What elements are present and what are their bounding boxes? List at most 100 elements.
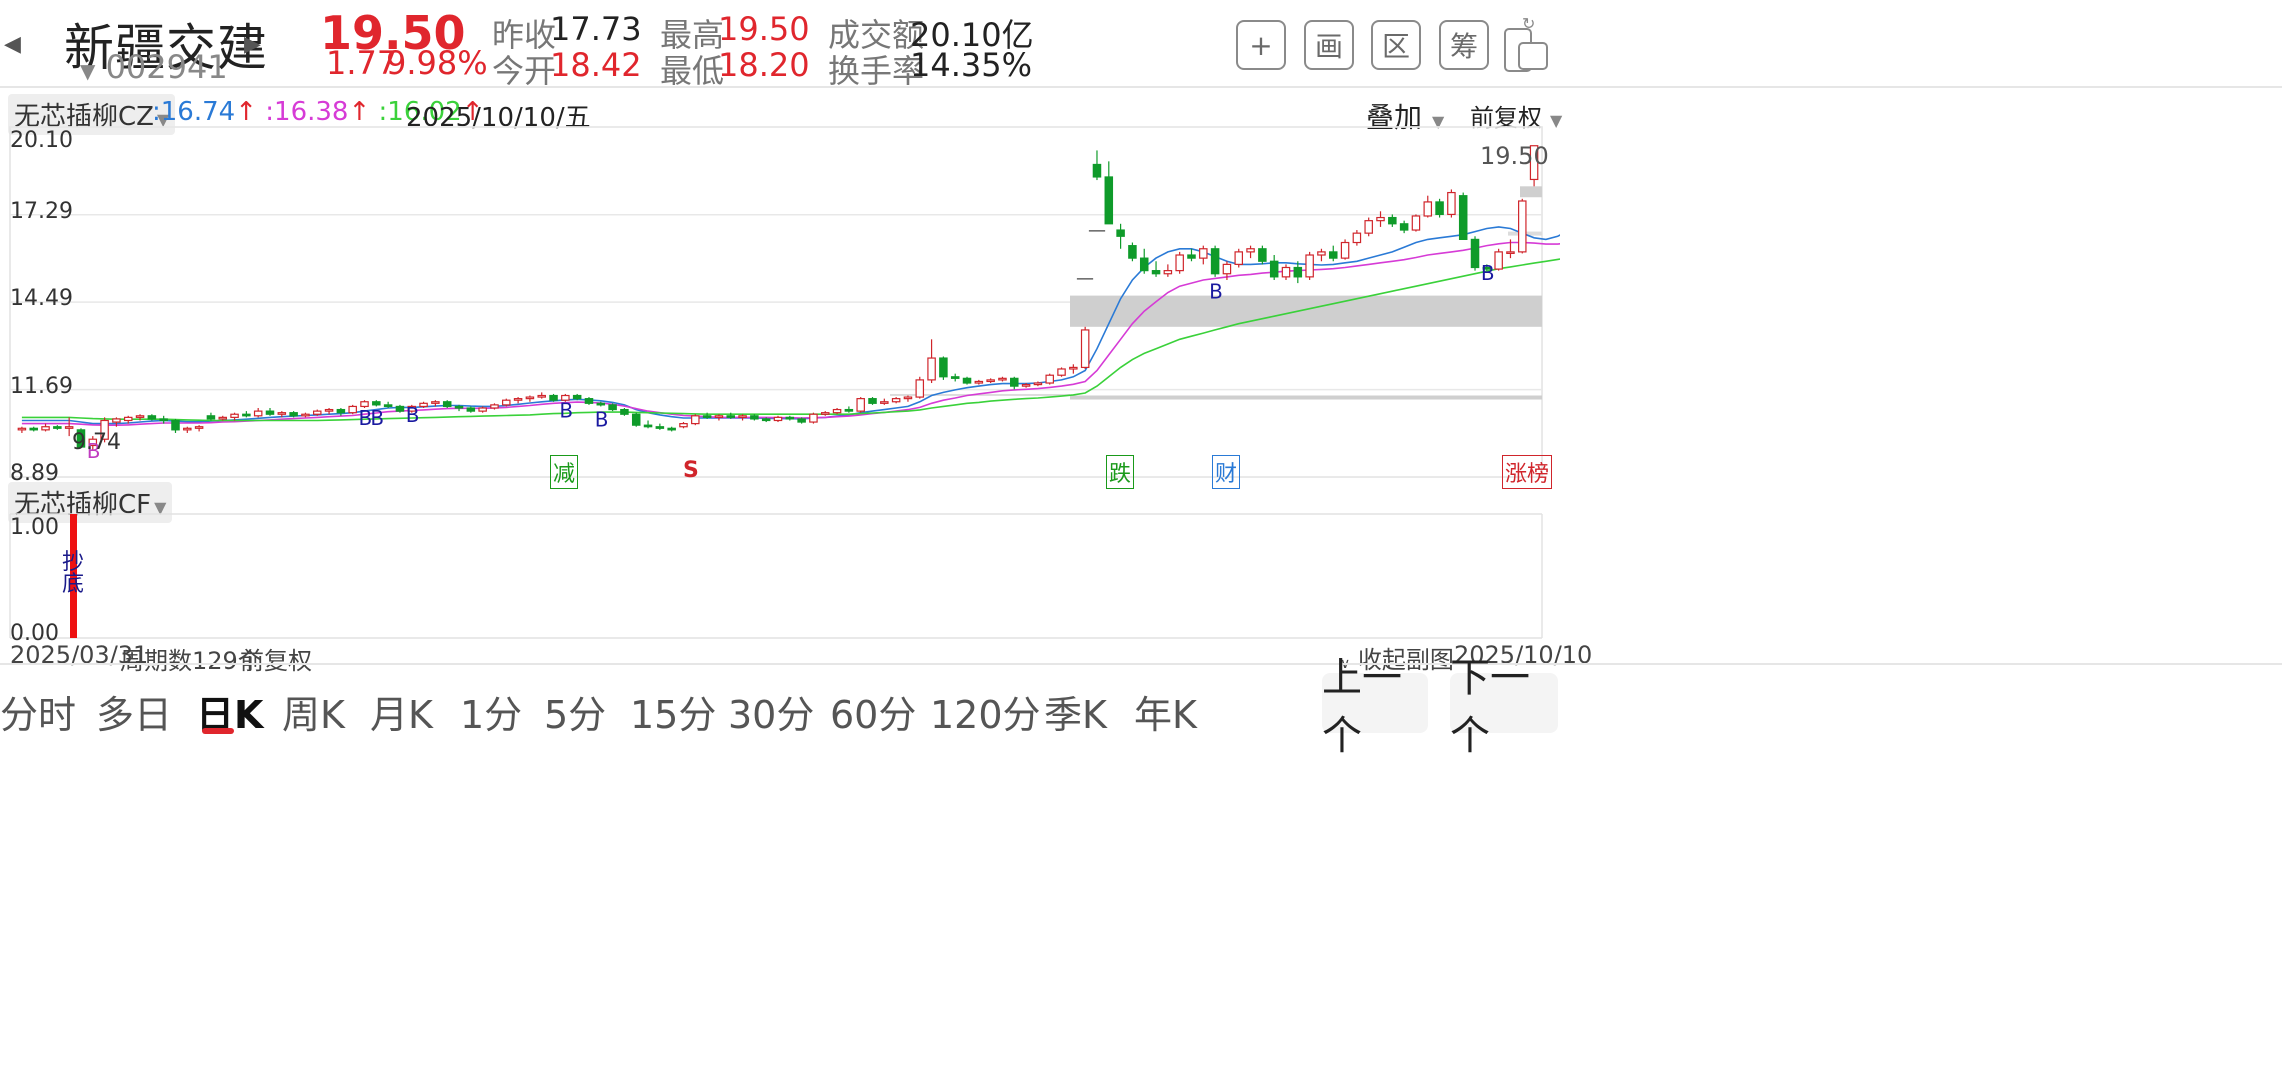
rotate-screen-icon[interactable]: ↻ [1504,14,1548,72]
candle-body [383,404,393,408]
period-tab[interactable]: 月K [370,693,433,737]
period-tab[interactable]: 5分 [544,693,607,737]
candle-body [1222,263,1232,275]
candle [1281,264,1291,280]
event-tag-top-list[interactable]: 涨榜 [1502,455,1553,489]
overlay-selector[interactable]: 叠加 ▼ [1366,96,1444,136]
candle [419,401,428,408]
candle [1045,373,1054,385]
candle-body [1139,257,1149,272]
y-tick-label: 17.29 [10,199,73,224]
add-watchlist-icon[interactable]: + [1236,20,1286,70]
range-icon[interactable]: 区 [1371,20,1421,70]
stock-name: 新疆交建 [64,19,268,77]
candle-body [230,413,239,418]
support-zone [890,393,1070,396]
candle [832,407,842,415]
candle [360,400,369,408]
y-tick-label: 20.10 [10,128,73,153]
stock-code-selector[interactable]: ▼ 002941 [80,48,228,86]
candle [194,425,204,432]
candle [915,376,925,399]
price-change: 1.77 [326,44,398,82]
candle [525,395,535,402]
candle [1092,150,1102,181]
candle-body [242,413,251,417]
candle-body [667,427,676,431]
quote-value: 14.35% [910,46,1033,84]
candle [218,415,228,421]
event-tag-s[interactable]: S [683,458,699,483]
candle-body [1364,220,1373,234]
candle-body [998,377,1007,381]
quote-label: 最低 [660,52,725,90]
next-stock-arrow-icon[interactable]: ▶ [244,32,261,57]
event-tag-drop[interactable]: 跌 [1106,455,1135,489]
candle-body [584,398,594,404]
period-tab[interactable]: 30分 [728,693,815,737]
candle [289,411,298,418]
candle [442,400,452,408]
prev-stock-button[interactable]: 上一个 [1322,655,1428,759]
candle-body [549,394,558,401]
candle [584,397,594,405]
candle [431,400,440,407]
candle-body [336,408,346,414]
period-tab[interactable]: 分时 [0,693,77,737]
next-stock-button[interactable]: 下一个 [1450,655,1558,759]
candle [88,436,98,451]
candle-body [561,394,570,401]
candle-body [1494,251,1503,270]
event-tag-reduce[interactable]: 减 [550,455,579,489]
period-tab[interactable]: 1分 [460,693,523,737]
candle-body [856,398,865,412]
candle-body [419,402,428,408]
period-tab[interactable]: 60分 [830,693,917,737]
bottom-signal-bar [70,514,77,638]
period-tab[interactable]: 120分 [930,693,1041,737]
candle-body [360,401,369,408]
candle [1470,236,1480,271]
candle [1010,376,1019,390]
period-tab[interactable]: 周K [282,693,345,737]
candle [312,409,322,416]
period-tab[interactable]: 多日 [96,693,173,737]
candle-body [986,379,995,383]
current-price: 19.50 [320,6,466,60]
candle [738,414,747,421]
sub-indicator-selector[interactable]: 无芯插柳CF ▼ [8,482,173,523]
event-tag-finance[interactable]: 财 [1212,455,1241,489]
candle-body [655,426,665,429]
sub-indicator-chart[interactable] [0,512,1560,640]
candle-body [1010,377,1019,387]
candle-body [1269,260,1279,278]
candle-body [1246,248,1255,253]
draw-icon[interactable]: 画 [1304,20,1354,70]
candle [1293,261,1303,284]
quote-value: 20.10亿 [910,16,1034,54]
buy-signal-marker: B [1481,261,1495,285]
candle-body [372,401,381,406]
candle-body [53,426,62,429]
prev-stock-arrow-icon[interactable]: ◀ [4,32,21,57]
candle-body [466,407,476,412]
candle-body [1104,176,1114,225]
chip-icon[interactable]: 筹 [1439,20,1489,70]
candle-body [1435,201,1444,216]
candle-body [643,424,653,428]
sub-indicator-label: 无芯插柳CF [14,490,152,520]
candle [844,406,854,413]
period-tab[interactable]: 季K [1044,693,1107,737]
candle-body [927,357,936,381]
candle [1388,214,1397,227]
candle [608,403,617,412]
kline-chart[interactable]: BBB B B BBB [0,125,1560,480]
candle [655,423,665,430]
candle [112,417,121,427]
period-tab[interactable]: 年K [1134,693,1197,737]
candle [76,428,86,448]
period-tab[interactable]: 15分 [630,693,717,737]
buy-signal-marker: B [1209,280,1223,304]
y-tick-label: 8.89 [10,461,59,486]
candle-body [797,418,806,423]
